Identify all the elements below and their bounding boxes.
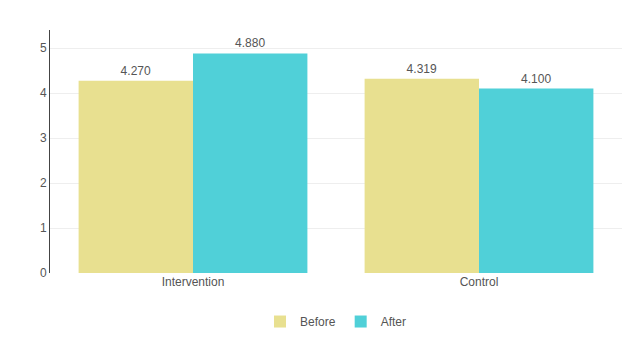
svg-text:4.100: 4.100: [521, 72, 551, 86]
svg-text:4.319: 4.319: [407, 62, 437, 76]
svg-text:3: 3: [40, 131, 47, 145]
svg-text:0: 0: [40, 266, 47, 280]
svg-text:4.270: 4.270: [121, 64, 151, 78]
svg-text:Intervention: Intervention: [162, 275, 225, 289]
svg-text:2: 2: [40, 176, 47, 190]
svg-text:1: 1: [40, 221, 47, 235]
svg-text:After: After: [381, 315, 406, 329]
svg-text:Before: Before: [300, 315, 336, 329]
svg-text:4: 4: [40, 86, 47, 100]
svg-text:5: 5: [40, 41, 47, 55]
svg-text:Control: Control: [460, 275, 499, 289]
svg-text:4.880: 4.880: [235, 36, 265, 50]
